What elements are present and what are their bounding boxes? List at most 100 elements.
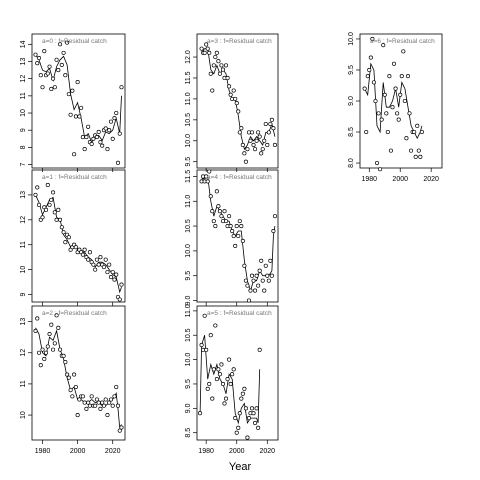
x-tick-label: 1980: [35, 448, 51, 455]
data-point: [114, 272, 119, 277]
data-point: [251, 278, 256, 283]
y-tick-label: 11.0: [185, 92, 192, 105]
y-tick-label: 12: [20, 216, 27, 224]
data-point: [248, 138, 253, 143]
data-point: [84, 135, 89, 140]
data-point: [214, 50, 219, 55]
data-point: [204, 42, 209, 47]
data-point: [108, 275, 114, 280]
y-tick-label: 12: [20, 349, 27, 357]
data-point: [370, 36, 375, 42]
data-point: [210, 209, 215, 214]
data-point: [231, 88, 236, 93]
data-point: [72, 372, 77, 377]
data-point: [58, 42, 63, 47]
data-point: [367, 67, 372, 73]
data-point: [86, 257, 91, 262]
data-point: [259, 258, 264, 263]
data-point: [242, 386, 247, 391]
data-point: [103, 257, 108, 262]
y-tick-label: 8.5: [348, 127, 355, 137]
y-tick-label: 10.0: [185, 353, 192, 367]
data-point: [231, 233, 236, 239]
x-tick-label: 2020: [423, 176, 439, 183]
data-point: [80, 252, 85, 257]
data-point: [254, 273, 259, 278]
data-point: [36, 56, 42, 61]
series-line: [35, 194, 122, 294]
data-point: [236, 109, 241, 114]
y-tick-label: 10.0: [185, 244, 192, 258]
data-point: [391, 61, 397, 66]
data-point: [251, 411, 256, 416]
data-point: [107, 128, 112, 133]
x-tick-label: 2020: [260, 448, 276, 455]
data-point: [36, 202, 42, 207]
data-point: [86, 124, 91, 129]
data-point: [249, 130, 255, 135]
data-point: [418, 154, 423, 159]
series-line: [35, 327, 122, 429]
data-point: [56, 325, 61, 330]
data-point: [233, 416, 238, 421]
panel-frame: [359, 33, 443, 169]
data-point: [52, 210, 57, 215]
data-point: [42, 356, 47, 362]
data-point: [385, 129, 390, 135]
y-tick-label: 14: [20, 40, 27, 48]
data-point: [409, 148, 414, 153]
data-point: [108, 119, 114, 124]
data-point: [230, 228, 235, 234]
data-point: [210, 88, 215, 93]
data-point: [412, 129, 417, 135]
data-point: [407, 111, 412, 116]
data-point: [401, 49, 406, 54]
data-point: [93, 403, 98, 408]
data-point: [251, 142, 256, 148]
y-tick-label: 10.5: [185, 113, 192, 127]
panel-label: a=4 : f=Residual catch: [207, 174, 272, 181]
panel-frame: [31, 33, 126, 169]
data-point: [253, 147, 258, 152]
y-tick-label: 9: [20, 128, 27, 132]
data-point: [256, 130, 261, 135]
y-tick-label: 11.5: [185, 71, 192, 84]
data-point: [208, 194, 213, 199]
data-point: [35, 316, 40, 321]
x-tick-label: 1980: [361, 176, 377, 183]
data-point: [272, 142, 277, 148]
data-point: [254, 406, 259, 411]
data-point: [103, 397, 108, 402]
data-point: [107, 262, 112, 267]
data-point: [220, 67, 226, 72]
y-tick-label: 9.5: [185, 157, 192, 167]
data-point: [98, 406, 103, 411]
x-tick-label: 2020: [105, 448, 121, 455]
data-point: [54, 313, 59, 318]
data-point: [43, 350, 49, 355]
data-point: [51, 347, 56, 352]
data-point: [413, 154, 418, 159]
data-point: [105, 147, 110, 152]
data-point: [402, 98, 407, 104]
data-point: [398, 92, 403, 97]
data-point: [75, 80, 80, 85]
data-point: [208, 71, 213, 76]
data-point: [82, 400, 87, 405]
y-tick-label: 10: [20, 266, 27, 274]
data-point: [271, 126, 276, 131]
data-point: [246, 298, 252, 303]
data-point: [61, 50, 66, 55]
data-point: [257, 268, 262, 273]
data-point: [93, 267, 98, 272]
y-tick-label: 9.0: [185, 296, 192, 306]
y-tick-label: 13: [20, 191, 27, 199]
data-point: [73, 245, 78, 250]
y-tick-label: 10.0: [348, 32, 355, 46]
data-point: [219, 214, 224, 219]
x-tick-label: 2000: [70, 448, 86, 455]
data-point: [382, 92, 387, 97]
data-point: [240, 142, 245, 148]
data-point: [227, 357, 232, 362]
data-point: [54, 217, 59, 222]
